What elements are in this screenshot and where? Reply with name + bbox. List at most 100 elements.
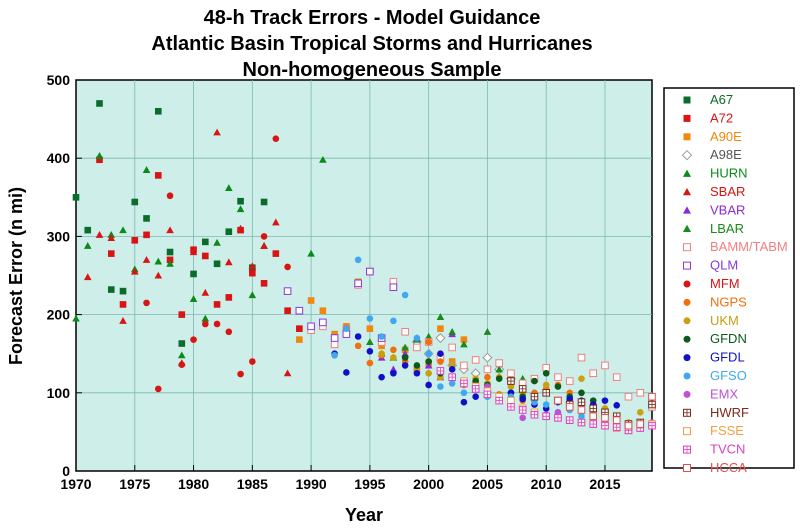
series-hcca: [554, 392, 656, 430]
point-gfdl: [366, 348, 374, 355]
legend-marker-mfm: [683, 280, 691, 288]
legend-item-a67: A67: [683, 92, 733, 107]
legend-marker-bamm-tabm: [683, 243, 691, 252]
point-a72: [272, 250, 280, 257]
point-fsse: [507, 396, 515, 405]
legend-marker-sbar: [682, 187, 692, 196]
legend-item-a90e: A90E: [683, 129, 742, 144]
point-ukm: [378, 350, 385, 358]
legend-label-a72: A72: [710, 110, 733, 125]
point-hcca: [636, 420, 645, 428]
point-tvcn: [577, 418, 586, 427]
legend-marker-a72: [683, 114, 691, 122]
point-bamm-tabm: [589, 369, 598, 378]
point-sbar: [236, 224, 245, 232]
point-a98e: [482, 352, 493, 363]
point-gfdl: [566, 395, 574, 403]
point-tvcn: [460, 379, 468, 388]
point-a90e: [319, 307, 327, 314]
point-gfdl: [413, 369, 421, 377]
point-gfdl: [354, 333, 362, 340]
legend-item-ngps: NGPS: [683, 294, 747, 309]
legend-marker-fsse: [683, 427, 691, 436]
point-hurn: [213, 238, 221, 246]
point-hurn: [236, 205, 245, 213]
legend-item-gfdn: GFDN: [683, 331, 747, 346]
point-gfdn: [578, 389, 585, 397]
point-ngps: [390, 346, 397, 354]
point-hurn: [95, 152, 104, 159]
point-a67: [143, 215, 150, 222]
point-sbar: [201, 288, 210, 296]
point-hurn: [189, 295, 198, 302]
point-a72: [154, 172, 162, 179]
legend-marker-gfdl: [683, 354, 691, 362]
point-qlm: [307, 322, 315, 331]
point-gfdl: [472, 393, 479, 401]
legend-marker-gfdn: [683, 335, 691, 343]
legend-item-fsse: FSSE: [683, 423, 744, 438]
point-qlm: [295, 306, 304, 315]
point-hwrf: [518, 385, 527, 393]
point-ukm: [390, 354, 397, 361]
point-ukm: [425, 369, 432, 377]
legend-item-a98e: A98E: [681, 147, 742, 162]
point-gfdl: [613, 402, 621, 409]
point-a67: [178, 340, 186, 347]
legend-marker-a90e: [683, 133, 691, 141]
point-bamm-tabm: [601, 361, 609, 370]
point-lbar: [460, 340, 468, 348]
point-gfdn: [401, 354, 409, 361]
point-bamm-tabm: [460, 361, 468, 370]
point-ngps: [366, 359, 374, 367]
point-mfm: [202, 320, 209, 328]
point-sbar: [213, 128, 221, 136]
point-hwrf: [577, 398, 586, 406]
legend-label-a67: A67: [710, 92, 733, 107]
point-hcca: [601, 414, 609, 422]
legend-label-a90e: A90E: [710, 129, 742, 144]
point-tvcn: [471, 385, 480, 393]
point-a72: [96, 156, 103, 164]
point-a67: [84, 226, 92, 234]
x-axis-label: Year: [345, 505, 383, 525]
point-a67: [260, 198, 268, 206]
point-mfm: [260, 233, 268, 240]
point-hurn: [307, 249, 315, 257]
point-sbar: [260, 241, 268, 249]
point-bamm-tabm: [507, 369, 515, 378]
point-gfso: [343, 325, 350, 332]
point-mfm: [249, 358, 256, 365]
point-hwrf: [589, 404, 598, 413]
legend-marker-ngps: [683, 298, 691, 306]
point-hcca: [624, 421, 633, 430]
legend-item-hurn: HURN: [682, 166, 748, 181]
point-ngps: [425, 338, 432, 346]
chart-title-line-2: Atlantic Basin Tropical Storms and Hurri…: [151, 33, 592, 55]
legend-marker-hurn: [682, 169, 692, 177]
y-tick-label: 0: [62, 463, 70, 479]
point-hwrf: [507, 377, 515, 385]
point-tvcn: [612, 423, 621, 432]
point-gfdl: [425, 381, 432, 389]
point-a90e: [296, 336, 303, 343]
point-gfso: [413, 334, 421, 342]
point-hcca: [577, 406, 586, 414]
legend-label-tvcn: TVCN: [710, 442, 745, 457]
point-bamm-tabm: [554, 373, 562, 381]
point-hurn: [119, 226, 127, 234]
point-a90e: [460, 336, 468, 343]
point-gfdl: [460, 398, 468, 406]
point-a67: [166, 248, 174, 256]
point-a72: [213, 301, 221, 308]
point-mfm: [237, 370, 244, 378]
legend-label-gfdl: GFDL: [710, 350, 745, 365]
point-gfdl: [343, 369, 350, 376]
point-gfdl: [519, 395, 526, 403]
series-mfm: [143, 135, 291, 393]
legend-label-ngps: NGPS: [710, 294, 747, 309]
point-hurn: [83, 241, 92, 249]
x-tick-label: 2010: [531, 476, 562, 492]
legend-label-vbar: VBAR: [710, 202, 745, 217]
